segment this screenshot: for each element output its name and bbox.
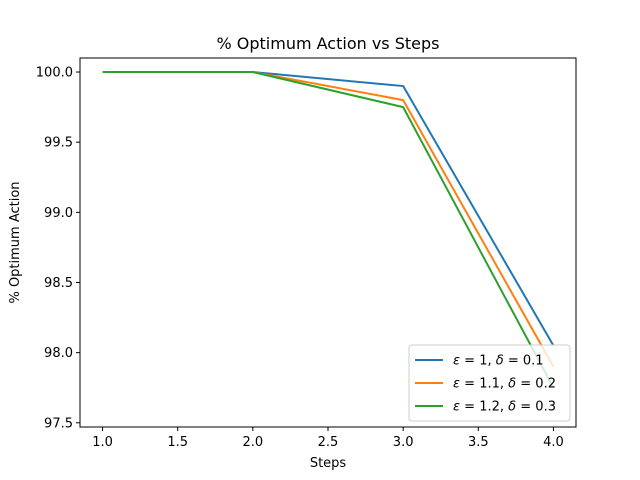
x-tick-label: 4.0: [543, 435, 564, 450]
x-tick-label: 1.5: [167, 435, 188, 450]
legend-item-2: ε = 1.1, δ = 0.2: [415, 377, 556, 392]
legend-label: ε = 1.2, δ = 0.3: [453, 400, 556, 415]
x-tick-label: 2.5: [318, 435, 339, 450]
legend-box: [408, 344, 571, 422]
x-axis-label: Steps: [310, 456, 347, 471]
series-line-3: [102, 71, 555, 389]
x-tick-label: 3.0: [393, 435, 414, 450]
legend: ε = 1, δ = 0.1 ε = 1.1, δ = 0.2 ε = 1.2, δ…: [408, 344, 571, 422]
legend-label: ε = 1.1, δ = 0.2: [453, 377, 556, 392]
y-tick-label: 98.0: [44, 346, 73, 361]
y-axis: 97.5 98.0 98.5 99.0 99.5 100.0: [36, 66, 80, 431]
y-tick-label: 98.5: [44, 276, 73, 291]
x-tick-label: 2.0: [243, 435, 264, 450]
series-lines: [102, 71, 555, 389]
y-tick-label: 99.5: [44, 136, 73, 151]
y-tick-label: 100.0: [36, 66, 73, 81]
y-axis-label: % Optimum Action: [8, 181, 23, 303]
plot-area: [102, 71, 555, 389]
legend-item-3: ε = 1.2, δ = 0.3: [415, 400, 556, 415]
x-tick-label: 1.0: [92, 435, 113, 450]
y-tick-label: 97.5: [44, 416, 73, 431]
legend-item-1: ε = 1, δ = 0.1: [415, 354, 544, 369]
x-tick-label: 3.5: [468, 435, 489, 450]
legend-label: ε = 1, δ = 0.1: [453, 354, 544, 369]
x-axis: 1.0 1.5 2.0 2.5 3.0 3.5 4.0: [92, 427, 564, 450]
chart-title: % Optimum Action vs Steps: [216, 34, 439, 53]
y-tick-label: 99.0: [44, 206, 73, 221]
